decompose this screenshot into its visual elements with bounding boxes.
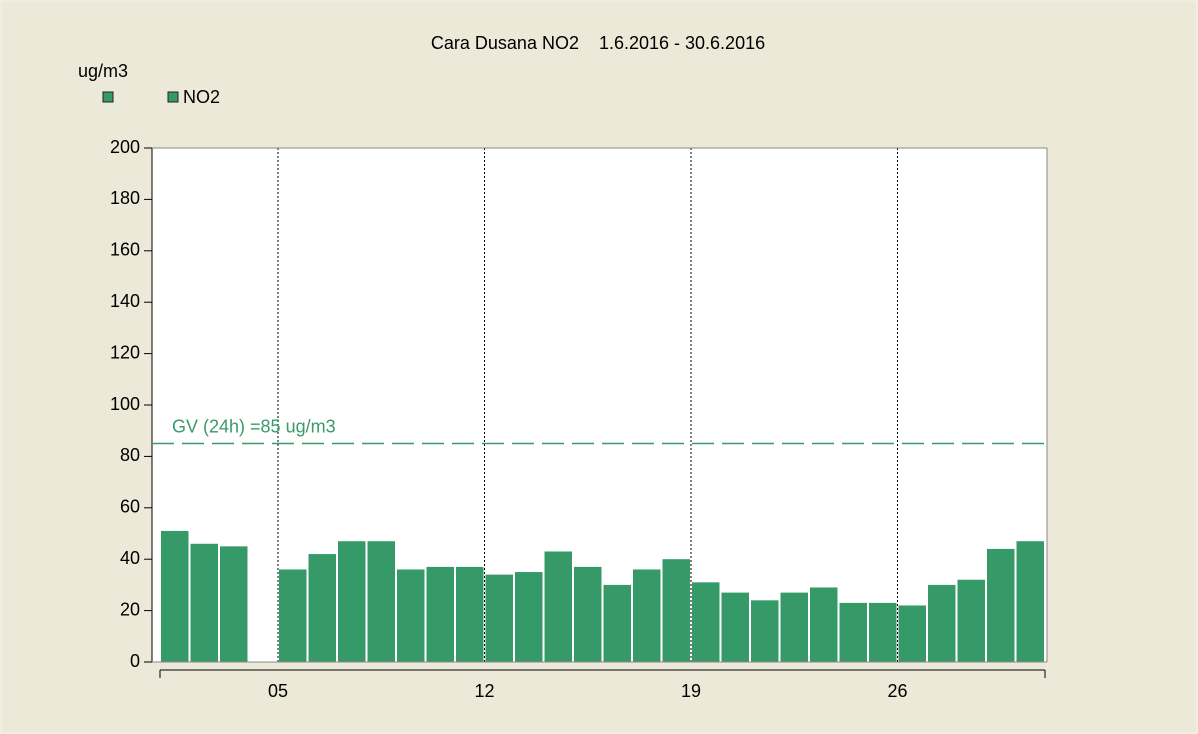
bar: [898, 605, 926, 662]
bar: [220, 546, 248, 662]
bar: [603, 584, 631, 662]
bar: [633, 569, 661, 662]
bar: [426, 566, 454, 662]
bar: [692, 582, 720, 662]
threshold-label: GV (24h) =85 ug/m3: [172, 416, 336, 436]
bar: [1016, 541, 1044, 662]
bar: [308, 554, 336, 662]
legend-swatch: [167, 91, 179, 103]
bar: [780, 592, 808, 662]
bar: [751, 600, 779, 662]
bar: [190, 543, 218, 662]
y-tick-label: 200: [110, 137, 140, 157]
bar: [928, 584, 956, 662]
bar: [544, 551, 572, 662]
legend-swatch: [102, 91, 114, 103]
y-tick-label: 20: [120, 599, 140, 619]
bar: [485, 574, 513, 662]
bar: [397, 569, 425, 662]
y-tick-label: 160: [110, 240, 140, 260]
bar: [662, 559, 690, 662]
bar: [839, 602, 867, 662]
bar: [957, 579, 985, 662]
y-tick-label: 140: [110, 291, 140, 311]
bar: [721, 592, 749, 662]
y-tick-label: 0: [130, 651, 140, 671]
bar: [869, 602, 897, 662]
chart-title: Cara Dusana NO2 1.6.2016 - 30.6.2016: [431, 33, 765, 53]
bar: [987, 548, 1015, 662]
y-axis-label: ug/m3: [78, 61, 128, 81]
x-tick-label: 26: [887, 681, 907, 701]
y-tick-label: 100: [110, 394, 140, 414]
legend-label: NO2: [183, 87, 220, 107]
bar: [367, 541, 395, 662]
bar: [338, 541, 366, 662]
y-tick-label: 80: [120, 445, 140, 465]
x-tick-label: 05: [268, 681, 288, 701]
y-tick-label: 120: [110, 342, 140, 362]
bar: [574, 566, 602, 662]
y-tick-label: 40: [120, 548, 140, 568]
bar: [279, 569, 307, 662]
y-tick-label: 180: [110, 188, 140, 208]
bar: [515, 572, 543, 662]
x-tick-label: 19: [681, 681, 701, 701]
y-tick-label: 60: [120, 497, 140, 517]
x-tick-label: 12: [474, 681, 494, 701]
bar: [456, 566, 484, 662]
bar: [810, 587, 838, 662]
bar: [161, 530, 189, 662]
